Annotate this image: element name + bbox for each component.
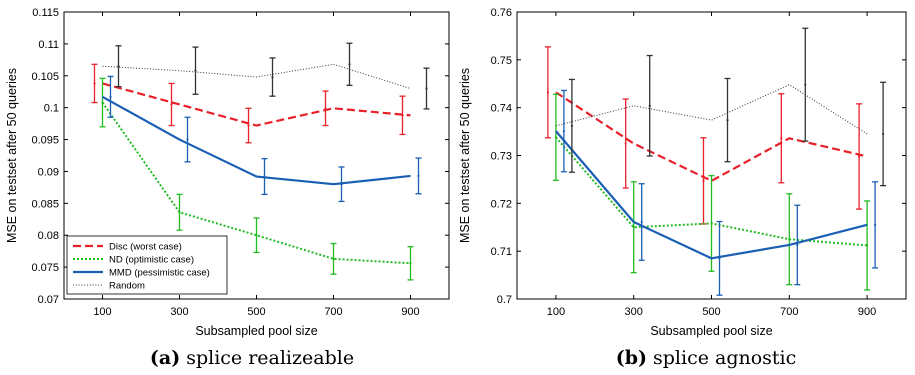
- data-point: [170, 103, 173, 106]
- y-tick-label: 0.72: [491, 198, 512, 210]
- data-point: [194, 69, 197, 72]
- legend: Disc (worst case) ND (optimistic case) MMD…: [66, 235, 228, 295]
- data-point: [788, 238, 791, 241]
- y-tick-label: 0.75: [491, 55, 512, 67]
- caption-b-letter: (b): [616, 347, 647, 369]
- data-point: [186, 138, 189, 141]
- series-line-mmd: [101, 95, 411, 186]
- caption-b-text: splice agnostic: [653, 347, 796, 369]
- legend-entry: ND (optimistic case): [109, 255, 194, 266]
- x-tick-label: 300: [625, 306, 643, 318]
- y-tick-label: 0.085: [31, 198, 59, 210]
- series-line-random: [102, 63, 411, 90]
- x-tick-label: 900: [858, 306, 876, 318]
- series-line-nd: [101, 101, 411, 265]
- data-point: [640, 220, 643, 224]
- chart-panel-b: 0.7 0.71 0.72 0.73 0.74 0.75 0.76 100 300 500 700 9…: [458, 7, 907, 338]
- data-point: [554, 136, 558, 139]
- legend-entry: Disc (worst case): [109, 242, 182, 253]
- y-axis-label: MSE on testset after 50 queries: [458, 68, 472, 243]
- data-point: [263, 175, 266, 178]
- y-tick-label: 0.115: [32, 7, 59, 19]
- legend-entry: Random: [109, 281, 145, 292]
- data-point: [546, 91, 550, 94]
- data-point: [718, 257, 721, 260]
- data-point: [93, 82, 96, 85]
- y-tick-label: 0.09: [38, 166, 59, 178]
- data-point: [866, 244, 869, 247]
- data-point: [624, 142, 627, 145]
- x-tick-label: 700: [324, 306, 342, 318]
- y-tick-label: 0.73: [491, 151, 512, 163]
- x-tick-label: 100: [547, 306, 565, 318]
- data-point: [632, 226, 635, 229]
- data-point: [648, 104, 651, 107]
- y-tick-label: 0.1: [44, 103, 59, 115]
- y-axis-label: MSE on testset after 50 queries: [5, 68, 19, 243]
- y-tick-label: 0.105: [31, 71, 59, 83]
- data-point: [726, 119, 729, 122]
- data-point: [562, 130, 566, 133]
- data-point: [858, 155, 861, 158]
- x-axis-label: Subsampled pool size: [195, 324, 317, 338]
- data-point: [101, 101, 104, 104]
- x-tick-label: 500: [702, 306, 720, 318]
- data-point: [882, 132, 885, 136]
- y-tick-label: 0.11: [38, 39, 59, 51]
- series-line-disc: [102, 82, 411, 127]
- data-point: [874, 223, 877, 226]
- y-tick-label: 0.7: [497, 294, 512, 306]
- data-point: [401, 114, 404, 117]
- data-point: [570, 124, 574, 127]
- data-point: [710, 222, 713, 225]
- x-tick-label: 300: [170, 306, 188, 318]
- data-point: [324, 107, 327, 110]
- caption-a-text: splice realizeable: [186, 347, 354, 369]
- data-point: [247, 124, 250, 127]
- chart-panel-a: 0.07 0.075 0.08 0.085 0.09 0.095 0.1 0.105 0.11 0…: [5, 7, 450, 338]
- series-line-random: [555, 84, 868, 135]
- data-point: [271, 75, 274, 79]
- data-point: [178, 211, 181, 214]
- data-point: [804, 83, 807, 86]
- y-tick-label: 0.08: [38, 230, 59, 242]
- y-tick-label: 0.71: [491, 246, 512, 258]
- data-point: [117, 65, 120, 68]
- data-point: [340, 183, 343, 186]
- data-point: [255, 234, 258, 237]
- data-point: [109, 95, 112, 98]
- legend-box: [66, 235, 228, 295]
- y-tick-label: 0.07: [38, 294, 59, 306]
- data-point: [332, 257, 335, 260]
- data-point: [409, 262, 412, 265]
- x-axis-label: Subsampled pool size: [650, 324, 772, 338]
- y-tick-label: 0.74: [491, 103, 512, 115]
- caption-b: (b) splice agnostic: [616, 347, 797, 369]
- data-point: [417, 174, 420, 178]
- data-point: [780, 137, 783, 140]
- series-line-disc: [555, 91, 868, 182]
- x-tick-label: 100: [93, 306, 111, 318]
- x-tick-label: 700: [780, 306, 798, 318]
- y-tick-label: 0.075: [31, 262, 59, 274]
- data-point: [796, 243, 799, 247]
- caption-a: (a) splice realizeable: [150, 347, 354, 369]
- data-point: [702, 179, 705, 182]
- caption-a-letter: (a): [150, 347, 180, 369]
- data-point: [348, 63, 351, 66]
- data-point: [425, 87, 428, 90]
- x-tick-label: 500: [247, 306, 265, 318]
- legend-entry: MMD (pessimistic case): [109, 268, 210, 279]
- x-tick-label: 900: [401, 306, 419, 318]
- series-line-mmd: [555, 130, 868, 260]
- y-tick-label: 0.095: [31, 135, 59, 147]
- y-tick-label: 0.76: [491, 7, 512, 19]
